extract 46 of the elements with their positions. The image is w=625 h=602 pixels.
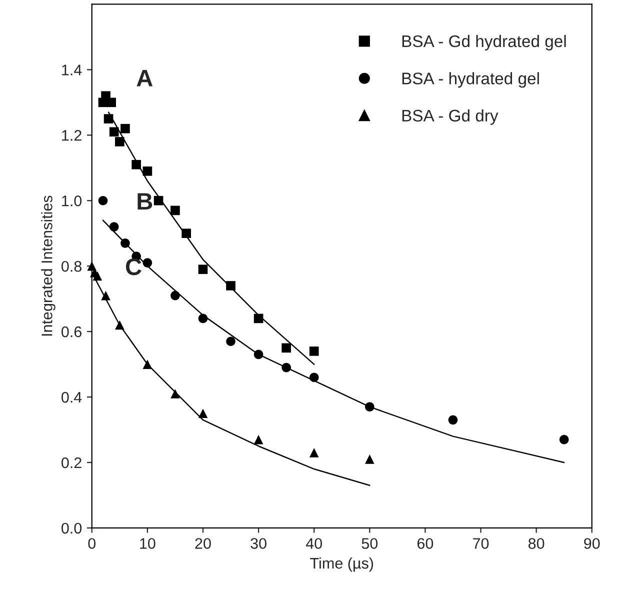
point	[226, 281, 236, 290]
legend-label: BSA - Gd dry	[402, 109, 498, 125]
point	[309, 346, 319, 356]
y-tick-label: 0.2	[62, 457, 82, 468]
annotation: B	[138, 193, 152, 210]
point	[114, 137, 124, 146]
point	[282, 343, 291, 353]
point	[98, 196, 108, 206]
point	[109, 127, 119, 137]
x-tick-label: 50	[362, 538, 378, 549]
point	[106, 98, 116, 108]
y-axis-title: Integrated Intensities	[41, 196, 56, 336]
point	[198, 264, 208, 274]
point	[448, 415, 458, 425]
point	[142, 166, 152, 176]
point	[254, 434, 264, 444]
y-tick-label: 0.4	[62, 392, 82, 403]
x-tick-label: 0	[88, 538, 96, 549]
x-tick-label: 60	[417, 538, 434, 549]
point	[226, 336, 236, 346]
x-tick-label: 10	[140, 538, 156, 549]
y-tick-label: 1.4	[62, 64, 82, 76]
point	[364, 454, 374, 464]
annotation: A	[136, 70, 153, 86]
y-tick-label: 0.6	[62, 326, 82, 338]
point	[170, 206, 180, 216]
x-tick-label: 20	[195, 538, 211, 549]
y-tick-label: 1.0	[62, 195, 82, 206]
x-tick-label: 40	[306, 538, 322, 549]
y-tick-label: 0.8	[62, 260, 82, 272]
legend-label: BSA - hydrated gel	[402, 72, 539, 88]
y-tick-label: 1.2	[62, 130, 82, 141]
x-tick-label: 70	[473, 538, 489, 549]
x-tick-label: 90	[584, 538, 600, 549]
x-tick-label: 30	[250, 538, 266, 549]
legend-label: BSA - Gd hydrated gel	[402, 34, 566, 50]
point	[198, 408, 208, 418]
point	[120, 124, 130, 134]
x-axis-title: Time (µs)	[310, 557, 374, 572]
line-series	[102, 220, 565, 464]
annotation: C	[126, 258, 142, 276]
y-tick-label: 0.0	[62, 522, 82, 534]
point	[559, 434, 569, 444]
point	[309, 448, 319, 458]
line-series	[108, 112, 315, 365]
x-tick-label: 80	[528, 538, 544, 549]
